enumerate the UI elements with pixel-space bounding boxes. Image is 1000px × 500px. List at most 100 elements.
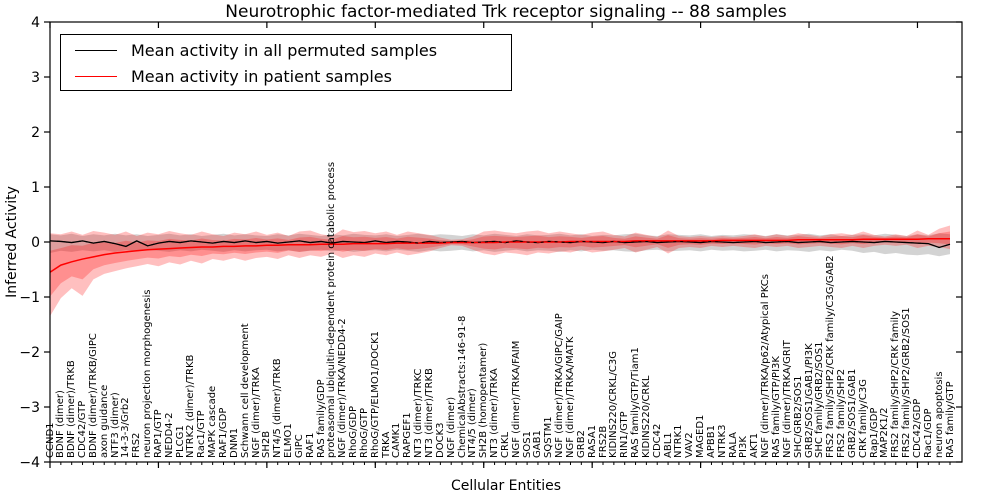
y-tick-label: 0: [31, 235, 40, 251]
x-category-label: FRS2 family/SHP2/CRK family/C3G/GAB2: [825, 255, 837, 458]
x-category-label: neuron apoptosis: [933, 371, 945, 458]
y-tick-label: 4: [31, 15, 40, 31]
x-category-label: AKT1: [749, 432, 761, 458]
x-category-label: CRKL: [499, 431, 511, 458]
x-category-label: NT4/5 (dimer)/TRKB: [272, 358, 284, 458]
y-tick-label: 2: [31, 125, 40, 141]
x-category-label: DOCK3: [434, 422, 446, 458]
x-category-label: DNM1: [228, 427, 240, 458]
x-category-label: BDNF (dimer)/TRKB/GIPC: [87, 333, 99, 458]
x-category-label: SOS1: [521, 431, 533, 458]
x-category-label: ELMO1: [283, 423, 295, 458]
x-category-label: 14-3-3/Grb2: [120, 397, 132, 458]
y-tick-label: −4: [19, 455, 40, 471]
x-category-label: NEDD4-2: [163, 412, 175, 458]
x-category-label: RAF1/GDP: [217, 407, 229, 458]
patient-band-inner: [50, 231, 950, 297]
x-category-label: TRKA: [380, 431, 392, 458]
x-category-label: FRS2 family/SHP2: [836, 368, 848, 458]
legend-label: Mean activity in all permuted samples: [131, 40, 438, 60]
x-category-label: GRB2/SOS1/GAB1: [846, 368, 858, 458]
x-category-label: CDC42/GDP: [911, 398, 923, 458]
y-tick-label: 3: [31, 70, 40, 86]
x-category-label: NTRK1: [673, 424, 685, 458]
x-category-label: CAMK1: [391, 422, 403, 458]
x-category-label: VAV2: [684, 432, 696, 458]
x-category-label: SQSTM1: [543, 416, 555, 458]
x-category-label: NTF3 (dimer): [109, 392, 121, 458]
x-category-label: RAS family/GTP: [944, 381, 956, 458]
x-category-label: MAGED1: [695, 414, 707, 458]
x-category-label: NGF (dimer)/TRKA/GRIT: [781, 340, 793, 458]
x-category-label: RAF1: [304, 432, 316, 459]
x-category-label: SHC/GRB2/SOS1: [792, 375, 804, 458]
x-category-label: NGF (dimer)/TRKA/FAIM: [510, 340, 522, 458]
legend: Mean activity in all permuted samples Me…: [60, 34, 512, 91]
x-category-label: NGF (dimer)/TRKA/NEDD4-2: [337, 318, 349, 458]
x-category-label: NT3 (dimer)/TRKC: [413, 368, 425, 458]
x-category-label: CDC42: [651, 423, 663, 458]
x-category-label: GRB2/SOS1/GAB1/PI3K: [803, 343, 815, 458]
y-tick-label: 1: [31, 180, 40, 196]
x-category-label: Rac1/GDP: [922, 408, 934, 458]
x-category-label: neuron projection morphogenesis: [142, 289, 154, 458]
x-category-label: RAS family/GTP/Tiam1: [630, 347, 642, 458]
x-category-label: ABL1: [662, 432, 674, 458]
legend-label: Mean activity in patient samples: [131, 66, 392, 86]
x-category-label: CRK family/C3G: [857, 379, 869, 458]
x-category-label: ChemicalAbstracts:146-91-8: [456, 315, 468, 458]
x-category-label: RALA: [727, 431, 739, 458]
legend-entry-patient: Mean activity in patient samples: [61, 63, 392, 89]
x-category-label: PI3K: [738, 436, 750, 458]
y-tick-label: −3: [19, 400, 40, 416]
x-category-label: FRS2 family/SHP2/CRK family: [890, 311, 902, 458]
x-category-label: RAS family/GTP/PI3K: [771, 356, 782, 458]
x-category-label: MAPK cascade: [207, 385, 219, 458]
x-category-label: axon guidance: [98, 384, 110, 458]
permuted-mean-line-dashes: [49, 240, 951, 249]
patient-line-swatch: [75, 75, 117, 77]
x-category-label: CDC42/GTP: [77, 400, 89, 458]
chart-title: Neurotrophic factor-mediated Trk recepto…: [225, 2, 787, 22]
x-axis-label: Cellular Entities: [450, 478, 562, 494]
x-category-label: CCND1: [44, 422, 56, 458]
x-category-label: RAPGEF1: [402, 412, 414, 458]
permuted-band: [50, 233, 950, 257]
x-category-label: BDNF (dimer): [55, 390, 67, 458]
legend-entry-permuted: Mean activity in all permuted samples: [61, 37, 437, 63]
y-tick-label: −2: [19, 345, 40, 361]
x-category-label: RAP1/GTP: [152, 409, 164, 458]
patient-band-outer: [50, 225, 950, 317]
x-category-label: BDNF (dimer)/TRKB: [66, 360, 78, 458]
x-category-label: NGF (dimer)/TRKA/MATK: [564, 336, 576, 458]
y-tick-label: −1: [19, 290, 40, 306]
x-category-label: NTRK3: [716, 424, 728, 458]
x-category-label: RhoG/GTP: [358, 407, 370, 458]
x-category-label: RhoG/GTP/ELMO1/DOCK1: [369, 330, 381, 458]
x-category-label: FRS2: [131, 432, 143, 458]
x-category-label: SH2B (homopentamer): [478, 342, 490, 458]
x-category-label: FRS2 family/SHP2/GRB2/SOS1: [901, 307, 913, 458]
x-category-label: NGF (dimer): [445, 396, 457, 458]
x-category-label: proteasomal ubiquitin-dependent protein …: [326, 161, 338, 458]
x-category-label: NGF (dimer)/TRKA: [250, 367, 262, 458]
x-category-label: NT3 (dimer)/TRKA: [489, 368, 501, 458]
x-category-label: PLCG1: [174, 425, 186, 458]
x-category-label: RAS family/GDP: [315, 379, 327, 458]
x-category-label: NT4/5 (dimer): [467, 388, 479, 458]
x-category-label: NTRK2 (dimer)/TRKB: [185, 354, 197, 458]
x-category-label: RIN1/GTP: [619, 411, 631, 458]
x-category-label: MAP2K1/2: [879, 407, 891, 458]
x-category-label: GIPC: [293, 434, 305, 458]
x-category-label: Schwann cell development: [239, 323, 251, 458]
x-category-label: NGF (dimer)/TRKA/p62/Atypical PKCs: [760, 274, 772, 458]
x-category-label: APBB1: [705, 425, 717, 458]
x-category-label: Rac1/GTP: [196, 410, 208, 458]
x-category-label: SHC family/GRB2/SOS1: [814, 341, 826, 458]
permuted-line-swatch: [75, 49, 117, 51]
x-category-label: Rap1/GDP: [868, 407, 880, 458]
x-category-label: NGF (dimer)/TRKA/GIPC/GAIP: [554, 313, 566, 458]
y-axis-label: Inferred Activity: [4, 186, 20, 298]
x-category-label: KIDINS220/CRKL/C3G: [608, 351, 620, 458]
